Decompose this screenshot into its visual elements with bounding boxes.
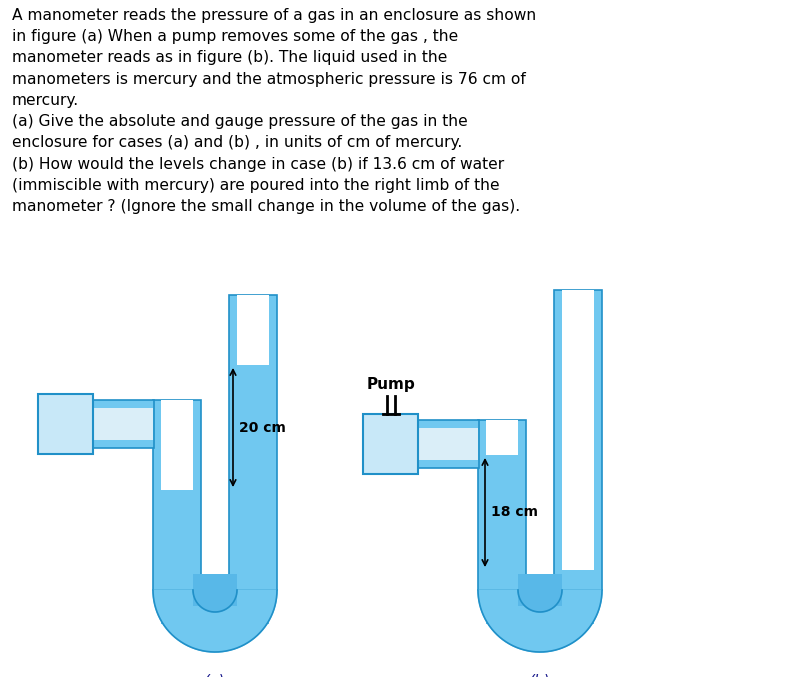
Text: (b): (b)	[529, 674, 551, 677]
Bar	[93, 408, 153, 440]
Polygon shape	[518, 590, 562, 612]
Polygon shape	[153, 590, 277, 652]
Bar	[486, 588, 594, 624]
Bar	[486, 420, 518, 455]
Bar	[161, 588, 269, 624]
Bar	[554, 290, 602, 590]
Bar	[161, 400, 193, 490]
Text: (a): (a)	[204, 674, 226, 677]
Bar	[153, 400, 201, 590]
Text: 20 cm: 20 cm	[239, 420, 286, 435]
Bar	[93, 400, 154, 448]
Bar	[38, 394, 93, 454]
Polygon shape	[478, 590, 602, 652]
Text: Pump: Pump	[366, 377, 415, 392]
Bar	[229, 295, 277, 590]
Bar	[161, 490, 193, 590]
Polygon shape	[193, 590, 237, 612]
Bar	[486, 455, 518, 590]
Bar	[478, 420, 526, 590]
Bar	[237, 365, 269, 590]
Bar	[562, 290, 594, 570]
Bar	[518, 574, 562, 606]
Bar	[193, 574, 237, 606]
Text: 18 cm: 18 cm	[491, 506, 538, 519]
Bar	[363, 414, 418, 474]
Bar	[237, 295, 269, 365]
Text: A manometer reads the pressure of a gas in an enclosure as shown
in figure (a) W: A manometer reads the pressure of a gas …	[12, 8, 536, 214]
Bar	[562, 570, 594, 590]
Bar	[418, 428, 478, 460]
Bar	[418, 420, 479, 468]
